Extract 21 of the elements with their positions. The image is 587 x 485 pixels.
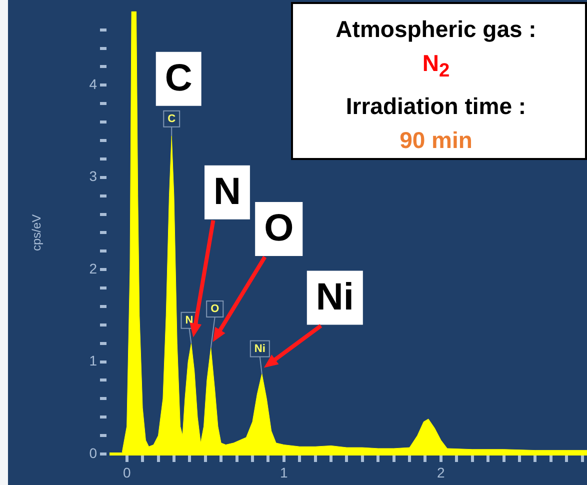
annotation: Ni — [254, 342, 266, 355]
annotation: Irradiation time : — [344, 92, 528, 121]
y-tick-label: 2 — [89, 260, 98, 276]
x-tick-label: 2 — [437, 464, 446, 480]
x-tick-label: 0 — [122, 464, 131, 480]
y-tick-label: 4 — [89, 76, 98, 92]
annotation: C — [164, 57, 192, 100]
annotation: N — [185, 314, 194, 326]
annotation: N — [214, 170, 241, 213]
annotation: N$_{2}$ — [421, 49, 451, 84]
y-tick-label: 1 — [89, 352, 98, 369]
x-tick-label: 1 — [280, 464, 288, 480]
annotation: O — [264, 207, 294, 250]
annotation: O — [210, 302, 220, 315]
y-tick-label: 3 — [89, 168, 98, 184]
annotation: 90 min — [398, 126, 474, 155]
annotation: C — [168, 112, 176, 125]
annotation: Atmospheric gas : — [334, 15, 538, 44]
y-tick-label: 0 — [89, 444, 98, 461]
annotation: Ni — [316, 276, 354, 318]
y-axis-title: cps/eV — [30, 214, 44, 252]
